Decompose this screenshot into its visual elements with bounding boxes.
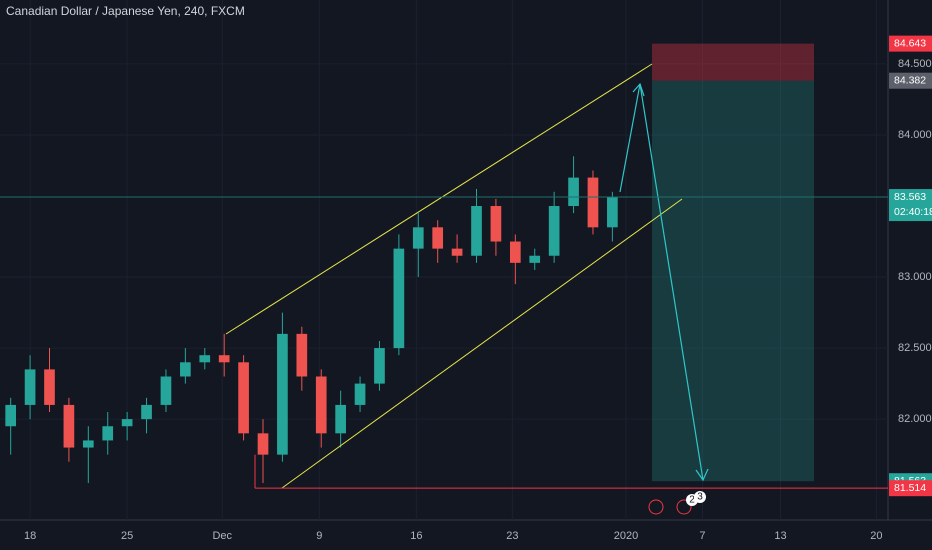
candles <box>5 156 618 484</box>
candle-body <box>296 333 308 377</box>
candle-body <box>315 376 327 434</box>
candle-body <box>121 419 133 427</box>
candle-body <box>529 255 541 263</box>
x-tick-label: 23 <box>506 530 518 542</box>
candle-body <box>102 426 114 441</box>
x-tick-label: 18 <box>24 530 36 542</box>
candle-body <box>471 206 482 256</box>
candle-body <box>568 177 579 207</box>
event-count: 3 <box>697 492 703 503</box>
arrow-head <box>695 468 709 482</box>
x-tick-label: 2020 <box>614 530 638 542</box>
price-label-bg <box>889 72 932 89</box>
x-tick-label: 16 <box>410 530 422 542</box>
candle-body <box>199 355 211 363</box>
stop-zone <box>652 43 814 81</box>
candle-body <box>24 369 36 405</box>
candle-body <box>509 241 521 263</box>
x-tick-label: 9 <box>316 530 322 542</box>
candle-body <box>451 248 463 256</box>
arrow <box>619 83 641 193</box>
event-count: 2 <box>689 495 695 506</box>
candle-body <box>257 433 269 455</box>
event-icon[interactable] <box>694 491 706 503</box>
candle-body <box>141 404 152 420</box>
chart-title: Canadian Dollar / Japanese Yen, 240, FXC… <box>6 4 245 18</box>
target-zone <box>652 80 814 482</box>
price-label: 84.382 <box>894 74 926 86</box>
candle-body <box>374 348 385 384</box>
drawings <box>225 63 709 489</box>
countdown: 02:40:18 <box>894 206 932 218</box>
y-tick-label: 84.000 <box>898 129 932 141</box>
candle-body <box>490 206 502 242</box>
x-tick-label: 13 <box>774 530 786 542</box>
candle-body <box>354 383 366 405</box>
candle-body <box>432 227 444 249</box>
channel-line <box>225 63 653 335</box>
candle-body <box>180 362 191 377</box>
price-label-bg <box>889 35 932 52</box>
candle-body <box>44 369 55 405</box>
candle-body <box>160 376 172 405</box>
x-tick-label: Dec <box>212 530 232 542</box>
candle-body <box>63 404 75 448</box>
y-tick-label: 83.000 <box>898 271 932 283</box>
candle-body <box>5 404 17 427</box>
candle-body <box>412 227 424 249</box>
position-boxes <box>652 43 814 482</box>
candle-body <box>277 333 288 455</box>
arrow <box>639 83 704 481</box>
price-label-bg <box>889 189 932 222</box>
price-label: 84.643 <box>894 37 926 49</box>
event-icon[interactable] <box>648 499 664 515</box>
axes: 84.500 84.000 83.000 82.500 82.000 18 25 Dec 9 16… <box>24 35 932 542</box>
x-tick-label: 20 <box>870 530 882 542</box>
x-tick-label: 7 <box>699 530 705 542</box>
candle-body <box>393 248 405 349</box>
candle-body <box>335 404 346 434</box>
price-label-bg <box>889 480 932 497</box>
price-lines <box>0 196 888 489</box>
y-tick-label: 82.500 <box>898 342 932 354</box>
candle-body <box>82 440 94 448</box>
candle-body <box>607 197 618 228</box>
price-label: 81.514 <box>894 482 926 494</box>
price-label: 83.563 <box>894 191 926 203</box>
events: 2 3 <box>648 491 706 515</box>
y-tick-label: 84.500 <box>898 58 932 70</box>
candle-body <box>548 206 560 256</box>
y-tick-label: 82.000 <box>898 413 932 425</box>
candle-body <box>218 355 230 363</box>
candle-body <box>587 177 599 228</box>
channel-line <box>281 198 683 489</box>
candle-body <box>238 362 249 434</box>
x-tick-label: 25 <box>121 530 133 542</box>
